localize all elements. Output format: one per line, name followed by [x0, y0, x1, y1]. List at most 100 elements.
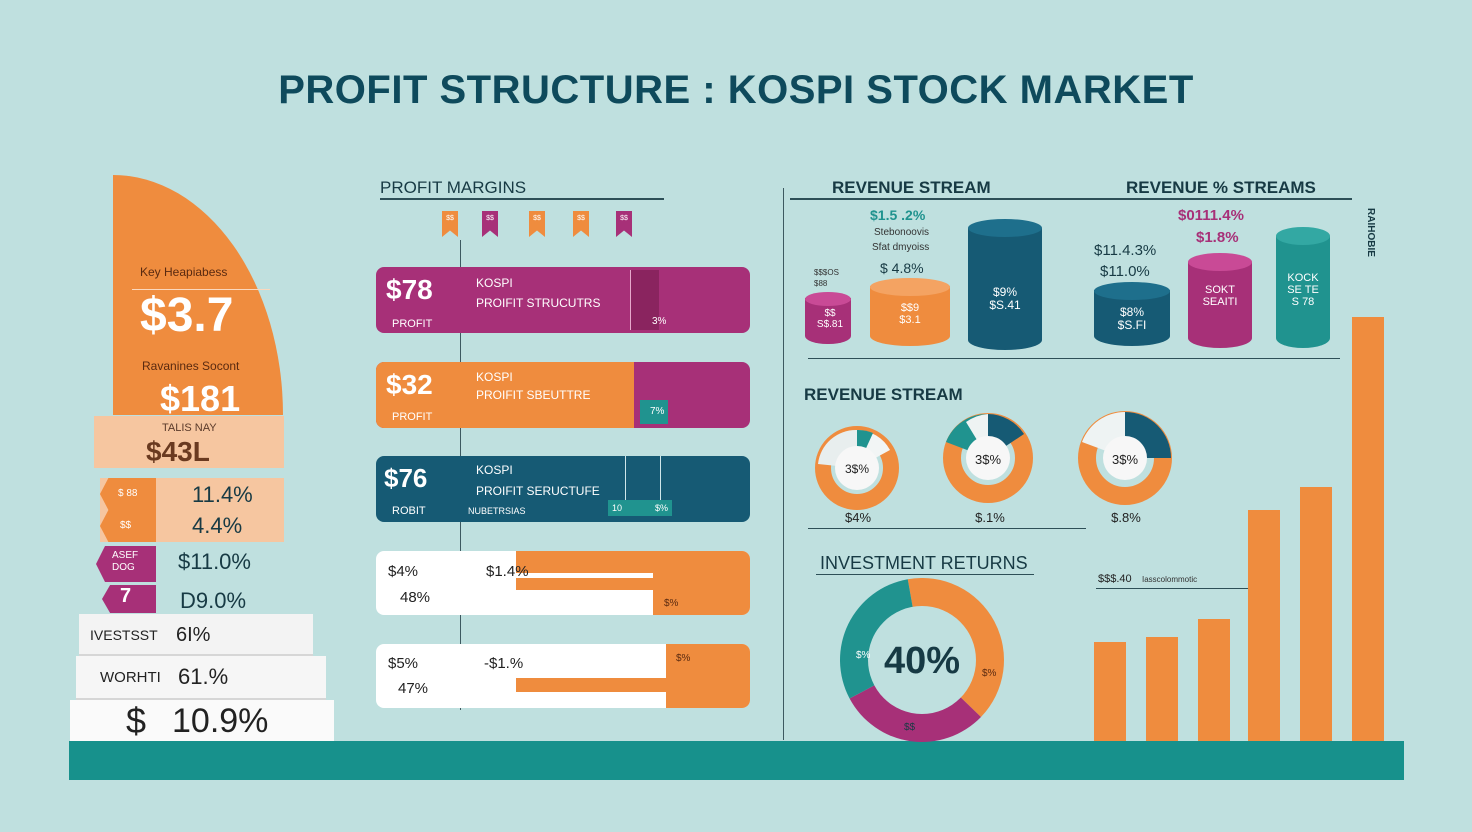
cyl-4-top: [1094, 282, 1170, 300]
profit-bar-3-value: $76: [384, 463, 428, 493]
revenue-percent-heading: REVENUE % STREAMS: [1126, 178, 1316, 197]
tag-3-value: $11.0%: [178, 549, 251, 574]
base-step-1-label: IVESTSST: [90, 627, 158, 643]
profit-bar-3: [376, 456, 750, 522]
profit-bar-1-tag: 3%: [652, 316, 667, 327]
profit-bar-2-value: $32: [386, 369, 433, 400]
base-step-3: [70, 700, 334, 744]
flag-3-text: $$: [533, 215, 541, 222]
base-step-2: [76, 656, 326, 700]
cyl-2-top: [870, 278, 950, 296]
page-title: PROFIT STRUCTURE : KOSPI STOCK MARKET: [278, 68, 1194, 112]
tag-2-value: 4.4%: [192, 513, 243, 538]
base-step-1-value: 6I%: [176, 624, 211, 646]
profit-margins-rule: [380, 198, 664, 200]
cyl-2-label: $$9 $3.1: [899, 302, 921, 326]
revenue-bar-2: [1146, 637, 1178, 741]
investment-heading: INVESTMENT RETURNS: [820, 553, 1028, 573]
cyl-3-label: $9% $S.41: [989, 285, 1021, 312]
profit-card-2-orange-b: [516, 678, 666, 692]
bar-legend-value: $$$.40: [1098, 573, 1132, 585]
revenue-bar-1: [1094, 642, 1126, 741]
profit-card-2-mid: -$1.%: [484, 655, 524, 672]
profit-card-2-orange-a: [666, 644, 750, 708]
tag-4-text: 7: [120, 585, 132, 607]
cyl-5-top: [1188, 253, 1252, 271]
profit-bar-1: [376, 267, 750, 333]
flag-4: $$: [573, 211, 589, 237]
bar-chart-area: [1090, 270, 1390, 741]
cyl-4-label: $8% $S.FI: [1117, 305, 1147, 332]
base-step-2-label: WORHTI: [100, 669, 161, 686]
side-label: RAIHOBIE: [1365, 208, 1376, 257]
profit-bar-3-tag2: $%: [655, 503, 669, 513]
donut-2-caption: $.1%: [975, 510, 1005, 525]
profit-bar-2-tag: 7%: [650, 406, 665, 417]
profit-bar-1-value: $78: [386, 274, 433, 305]
cyl-1-top: [805, 292, 851, 306]
revenue-stream-heading: REVENUE STREAM: [832, 178, 991, 197]
flag-1-text: $$: [446, 215, 454, 222]
donut-3: [1078, 411, 1172, 505]
profit-bar-3-guide-a: [625, 456, 626, 502]
arch-divider: [132, 289, 270, 290]
revenue-cyl-baseline: [808, 358, 1340, 359]
profit-bar-3-sub2: NUBETRSIAS: [468, 506, 526, 516]
tag-4-value: D9.0%: [180, 588, 247, 613]
donut-1-center: 3$%: [845, 462, 869, 476]
peach-box: [94, 416, 284, 468]
rev-right-d: $11.0%: [1100, 263, 1150, 280]
tag-2-shape: [100, 510, 156, 542]
peach-box-value: $43L: [146, 436, 210, 467]
base-step-3-label: $: [126, 700, 147, 741]
rev-left-d: $ 4.8%: [880, 260, 924, 276]
profit-bar-3-tab: [608, 500, 672, 516]
profit-card-1-orange-c: [653, 573, 750, 615]
profit-bar-2-label1: KOSPI: [476, 370, 513, 384]
flag-5-text: $$: [620, 215, 628, 222]
profit-card-2-left1: $5%: [388, 655, 419, 672]
rev-left-c: Sfat dmyoiss: [872, 242, 930, 253]
base-step-1: [79, 614, 313, 656]
tag-2-text: $$: [120, 520, 132, 531]
cyl-3-top: [968, 219, 1042, 237]
flag-3: $$: [529, 211, 545, 237]
profit-card-1-orange-b: [516, 578, 653, 590]
rev-right-a: $0111.4%: [1178, 207, 1244, 224]
revenue-bar-3: [1198, 619, 1230, 741]
profit-card-1-tag: $%: [664, 598, 679, 609]
profit-bar-2-orange: [376, 362, 634, 428]
donut-3-center: 3$%: [1112, 452, 1138, 467]
donut-1: [815, 426, 899, 510]
profit-card-2-left2: 47%: [398, 680, 429, 697]
profit-card-1-left2: 48%: [400, 589, 431, 606]
base-bar: [69, 741, 1404, 780]
revenue-donut-heading: REVENUE STREAM: [804, 385, 963, 404]
investment-rule: [816, 574, 1034, 575]
rev-right-c: $11.4.3%: [1094, 242, 1157, 259]
donut-3-caption: $.8%: [1111, 510, 1141, 525]
investment-seg-label-1: $%: [856, 650, 871, 661]
profit-card-1-mid: $1.4%: [486, 563, 529, 580]
rev-left-e: $$$OS $88: [814, 268, 839, 288]
cyl-5-body: [1188, 262, 1252, 348]
profit-bar-3-guide-b: [660, 456, 661, 502]
investment-seg-label-2: $%: [982, 668, 997, 679]
bar-legend-rule: [1096, 588, 1278, 589]
revenue-bar-6: [1352, 317, 1384, 741]
rev-left-a: $1.5 .2%: [870, 207, 926, 223]
arch-label-1: Key Heapiabess: [140, 265, 228, 279]
flag-2: $$: [482, 211, 498, 237]
profit-bar-2-teal-tab: [640, 400, 668, 424]
investment-donut-hole: [868, 606, 976, 714]
profit-card-1-orange-a: [516, 551, 750, 573]
profit-bar-1-sub: PROFIT: [392, 318, 433, 330]
rev-left-b: Stebonoovis: [874, 227, 930, 238]
investment-donut-svg: 40% $% $% $$: [840, 578, 1004, 742]
cyl-6-body: [1276, 236, 1330, 348]
profit-bar-1-label1: KOSPI: [476, 276, 513, 290]
donut-baseline: [808, 528, 1086, 529]
tag-1-text: $ 88: [118, 488, 138, 499]
tag-4-shape: [102, 585, 156, 613]
cyl-3-body: [968, 228, 1042, 350]
